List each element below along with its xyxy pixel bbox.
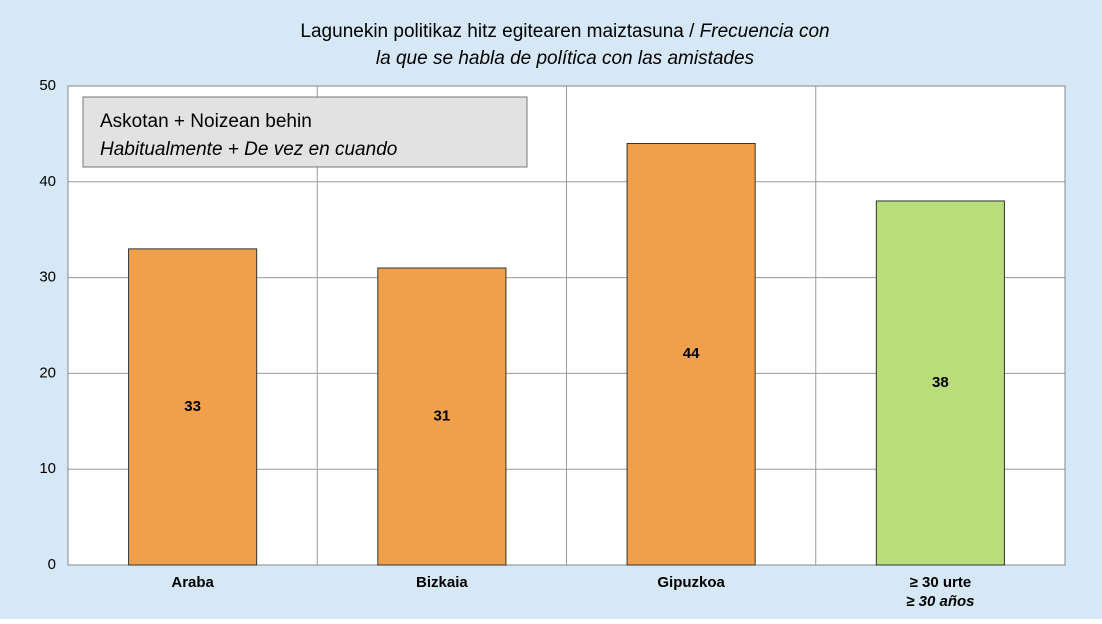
y-tick-label: 30 — [39, 269, 56, 286]
annotation-box — [82, 96, 528, 168]
title-spanish: la que se habla de política con las amis… — [376, 48, 755, 69]
y-tick-label: 10 — [39, 460, 56, 477]
y-tick-label: 50 — [39, 77, 56, 94]
bar — [875, 200, 1005, 566]
data-label: 31 — [434, 407, 451, 424]
data-label: 44 — [683, 345, 700, 362]
annotation: Askotan + Noizean behin — [100, 111, 312, 132]
x-tick-label: ≥ 30 años — [906, 593, 974, 610]
chart-title: Lagunekin politikaz hitz egitearen maizt… — [300, 21, 829, 42]
annotation: Habitualmente + De vez en cuando — [100, 139, 397, 160]
bar — [128, 248, 258, 566]
data-label: 38 — [932, 374, 949, 391]
plot: 0 10 20 30 40 50 Araba 33 Bizkaia 31 Gipuzkoa 44 ≥ 3… — [39, 77, 1066, 610]
plot-border — [67, 85, 1066, 566]
y-tick-label: 20 — [39, 364, 56, 381]
title-basque: Lagunekin politikaz hitz egitearen maizt… — [300, 21, 695, 42]
data-label: 33 — [184, 398, 201, 415]
y-tick-label: 40 — [39, 173, 56, 190]
x-tick-label: Gipuzkoa — [657, 574, 725, 591]
title-spanish: Frecuencia con — [700, 21, 830, 42]
bar — [377, 267, 507, 566]
bar — [626, 142, 756, 566]
x-tick-label: Araba — [171, 574, 214, 591]
x-tick-label: ≥ 30 urte — [910, 574, 972, 591]
y-tick-label: 0 — [48, 556, 56, 573]
x-tick-label: Bizkaia — [416, 574, 468, 591]
